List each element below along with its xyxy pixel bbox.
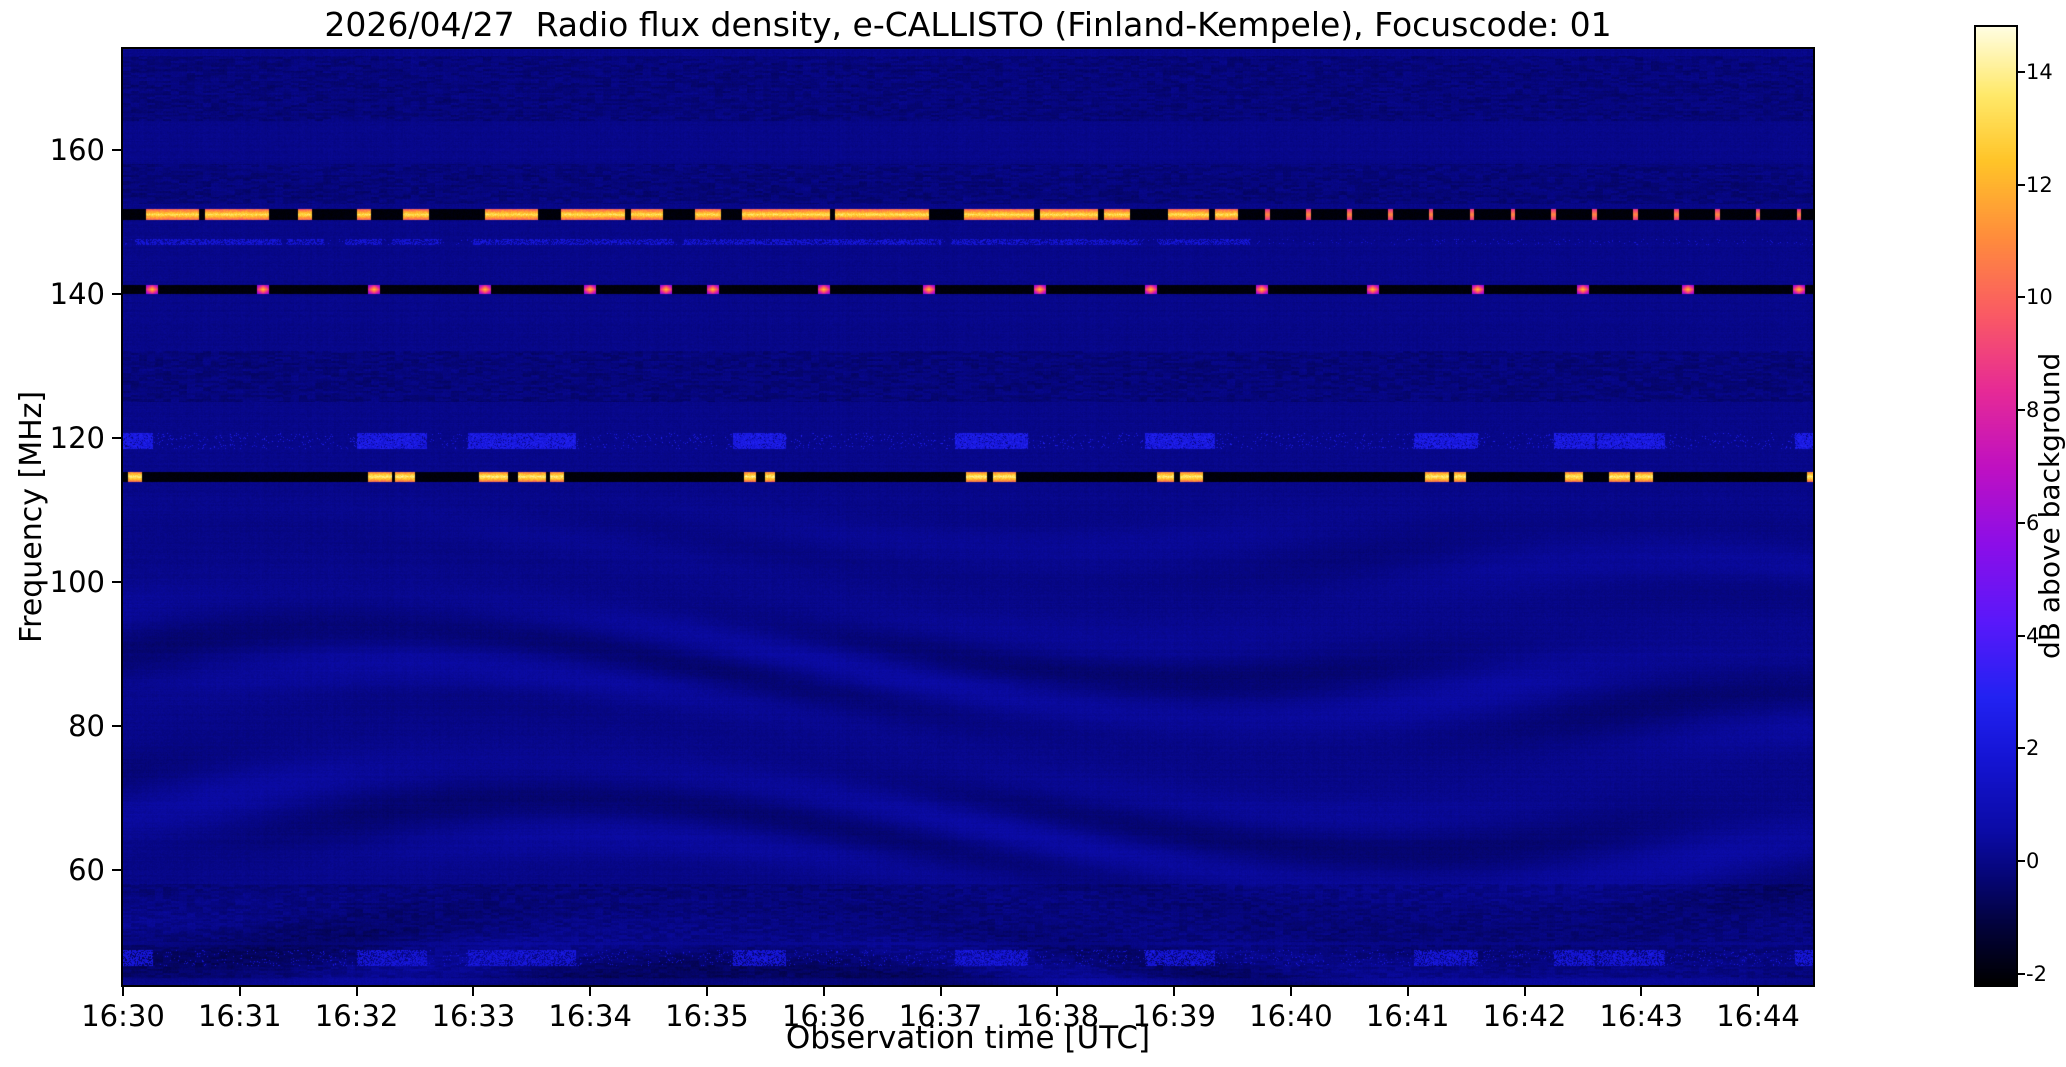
y-tick-mark bbox=[112, 580, 121, 583]
colorbar-tick-mark bbox=[2018, 747, 2025, 750]
x-tick-label: 16:35 bbox=[665, 999, 749, 1033]
y-tick-mark bbox=[112, 724, 121, 727]
colorbar-tick-label: 2 bbox=[2026, 736, 2040, 761]
x-tick-mark bbox=[1523, 987, 1526, 996]
colorbar-tick-label: 12 bbox=[2026, 172, 2053, 197]
colorbar-tick-mark bbox=[2018, 296, 2025, 299]
x-tick-mark bbox=[1289, 987, 1292, 996]
y-tick-label: 100 bbox=[49, 564, 105, 599]
y-tick-label: 60 bbox=[68, 852, 105, 887]
spectrogram-canvas bbox=[123, 49, 1813, 985]
x-tick-label: 16:37 bbox=[898, 999, 983, 1033]
colorbar-tick-label: 0 bbox=[2026, 849, 2040, 874]
x-tick-label: 16:43 bbox=[1599, 999, 1684, 1033]
y-tick-label: 120 bbox=[49, 420, 105, 455]
y-tick-label: 160 bbox=[49, 132, 105, 167]
colorbar-tick-label: 8 bbox=[2026, 398, 2040, 423]
colorbar-tick-label: 10 bbox=[2026, 285, 2053, 310]
x-tick-mark bbox=[1406, 987, 1409, 996]
y-tick-label: 140 bbox=[49, 276, 105, 311]
colorbar-tick-mark bbox=[2018, 860, 2025, 863]
x-axis-label: Observation time [UTC] bbox=[785, 1020, 1151, 1056]
y-tick-label: 80 bbox=[68, 708, 105, 743]
colorbar-tick-mark bbox=[2018, 409, 2025, 412]
x-tick-label: 16:41 bbox=[1365, 999, 1450, 1033]
colorbar-tick-mark bbox=[2018, 521, 2025, 524]
x-tick-label: 16:33 bbox=[431, 999, 516, 1033]
x-tick-label: 16:42 bbox=[1482, 999, 1567, 1033]
x-tick-mark bbox=[355, 987, 358, 996]
x-tick-mark bbox=[472, 987, 475, 996]
x-tick-mark bbox=[1056, 987, 1059, 996]
x-tick-mark bbox=[238, 987, 241, 996]
x-tick-mark bbox=[1173, 987, 1176, 996]
x-tick-mark bbox=[589, 987, 592, 996]
x-tick-label: 16:40 bbox=[1249, 999, 1333, 1033]
x-tick-label: 16:30 bbox=[81, 999, 165, 1033]
y-tick-mark bbox=[112, 868, 121, 871]
colorbar-tick-label: 4 bbox=[2026, 623, 2040, 648]
x-tick-mark bbox=[122, 987, 124, 996]
x-tick-label: 16:39 bbox=[1132, 999, 1216, 1033]
colorbar-tick-label: -2 bbox=[2026, 961, 2047, 986]
x-tick-label: 16:34 bbox=[548, 999, 632, 1033]
x-tick-label: 16:31 bbox=[197, 999, 282, 1033]
colorbar-gradient-canvas bbox=[1976, 27, 2016, 985]
x-tick-mark bbox=[939, 987, 942, 996]
colorbar-tick-mark bbox=[2018, 972, 2025, 975]
y-axis-label: Frequency [MHz] bbox=[14, 390, 49, 644]
y-tick-mark bbox=[112, 148, 121, 151]
y-tick-mark bbox=[112, 292, 121, 295]
colorbar-tick-mark bbox=[2018, 183, 2025, 186]
x-tick-label: 16:38 bbox=[1015, 999, 1100, 1033]
x-tick-mark bbox=[1640, 987, 1643, 996]
x-tick-label: 16:36 bbox=[781, 999, 866, 1033]
colorbar-tick-label: 14 bbox=[2026, 60, 2053, 85]
colorbar bbox=[1974, 25, 2018, 987]
colorbar-label: dB above background bbox=[2033, 352, 2066, 660]
colorbar-tick-mark bbox=[2018, 71, 2025, 74]
x-tick-mark bbox=[1757, 987, 1760, 996]
plot-title: 2026/04/27 Radio flux density, e-CALLIST… bbox=[324, 5, 1612, 44]
x-tick-mark bbox=[705, 987, 708, 996]
x-tick-mark bbox=[822, 987, 825, 996]
spectrogram-plot-area bbox=[121, 47, 1815, 987]
x-tick-label: 16:44 bbox=[1716, 999, 1800, 1033]
colorbar-tick-mark bbox=[2018, 634, 2025, 637]
colorbar-tick-label: 6 bbox=[2026, 510, 2040, 535]
y-tick-mark bbox=[112, 436, 121, 439]
x-tick-label: 16:32 bbox=[314, 999, 399, 1033]
